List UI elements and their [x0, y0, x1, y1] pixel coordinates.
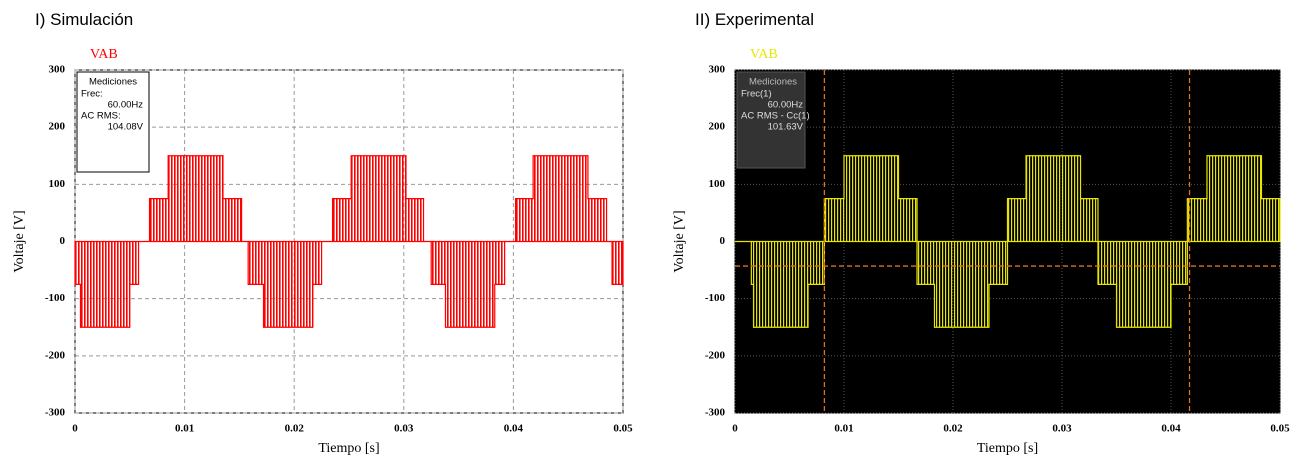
- x-tick-label: 0: [72, 423, 78, 435]
- panel-title: II) Experimental: [695, 10, 814, 29]
- y-tick-label: 200: [49, 121, 66, 133]
- y-tick-label: 200: [709, 121, 726, 133]
- y-tick-label: 100: [709, 178, 726, 190]
- x-tick-label: 0.02: [285, 423, 305, 435]
- panel-title: I) Simulación: [35, 10, 133, 29]
- measurement-text: 60.00Hz: [768, 100, 804, 111]
- measurement-title: Mediciones: [89, 77, 137, 88]
- y-axis-label: Voltaje [V]: [672, 210, 687, 272]
- x-tick-label: 0.03: [394, 423, 414, 435]
- legend-label: VAB: [90, 47, 118, 62]
- y-axis-label: Voltaje [V]: [12, 210, 27, 272]
- x-axis-label: Tiempo [s]: [977, 441, 1038, 456]
- y-tick-label: 0: [720, 235, 726, 247]
- x-tick-label: 0.04: [504, 423, 524, 435]
- x-tick-label: 0: [732, 423, 738, 435]
- y-tick-label: 100: [49, 178, 66, 190]
- y-tick-label: 300: [49, 64, 66, 76]
- x-axis-label: Tiempo [s]: [318, 441, 379, 456]
- y-tick-label: -300: [45, 407, 66, 419]
- y-tick-label: -200: [45, 349, 66, 361]
- x-tick-label: 0.05: [1270, 423, 1290, 435]
- x-tick-label: 0.01: [175, 423, 194, 435]
- y-tick-label: -300: [705, 407, 726, 419]
- x-tick-label: 0.05: [613, 423, 633, 435]
- x-tick-label: 0.04: [1161, 423, 1181, 435]
- x-tick-label: 0.03: [1052, 423, 1072, 435]
- measurement-title: Mediciones: [749, 77, 797, 88]
- measurement-text: 104.08V: [108, 122, 144, 133]
- y-tick-label: 0: [60, 235, 66, 247]
- y-tick-label: -200: [705, 349, 726, 361]
- y-tick-label: -100: [705, 292, 726, 304]
- y-tick-label: 300: [709, 64, 726, 76]
- x-tick-label: 0.02: [943, 423, 963, 435]
- measurement-text: AC RMS - Cc(1): [741, 111, 810, 122]
- measurement-text: Frec:: [81, 89, 103, 100]
- measurement-text: AC RMS:: [81, 111, 121, 122]
- measurement-text: Frec(1): [741, 89, 772, 100]
- x-tick-label: 0.01: [834, 423, 853, 435]
- measurement-text: 60.00Hz: [108, 100, 144, 111]
- y-tick-label: -100: [45, 292, 66, 304]
- legend-label: VAB: [750, 47, 778, 62]
- measurement-text: 101.63V: [768, 122, 804, 133]
- page: I) Simulación 0 0.01 0.02 0.03 0.04 0.05 -300 -2…: [0, 0, 1302, 464]
